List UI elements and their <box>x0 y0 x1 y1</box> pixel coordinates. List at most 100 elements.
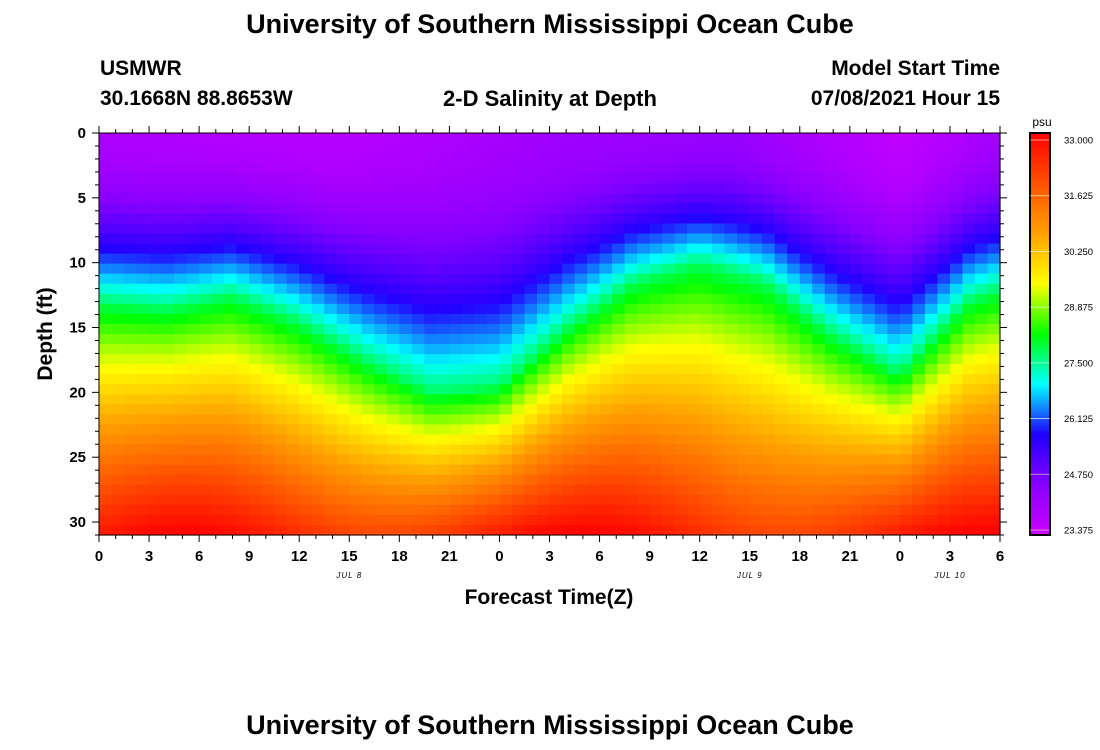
heatmap-cell <box>599 464 613 476</box>
heatmap-cell <box>949 334 964 345</box>
heatmap-cell <box>962 193 976 204</box>
heatmap-cell <box>111 163 125 174</box>
heatmap-cell <box>799 303 813 315</box>
heatmap-cell <box>499 143 513 154</box>
heatmap-cell <box>699 273 713 285</box>
heatmap-cell <box>249 524 263 536</box>
heatmap-cell <box>662 504 676 516</box>
heatmap-cell <box>436 133 450 144</box>
heatmap-cell <box>399 494 413 506</box>
heatmap-cell <box>299 223 313 235</box>
heatmap-cell <box>649 143 663 154</box>
heatmap-cell <box>649 173 663 184</box>
heatmap-cell <box>211 193 225 204</box>
heatmap-cell <box>449 183 463 194</box>
heatmap-cell <box>224 303 238 315</box>
heatmap-cell <box>712 464 726 476</box>
heatmap-cell <box>374 354 388 365</box>
heatmap-cell <box>236 223 250 235</box>
heatmap-cell <box>411 203 425 214</box>
heatmap-cell <box>662 464 676 476</box>
heatmap-cell <box>837 133 851 144</box>
heatmap-cell <box>562 313 576 325</box>
heatmap-cell <box>862 404 876 415</box>
heatmap-cell <box>461 163 476 174</box>
heatmap-cell <box>699 263 713 275</box>
heatmap-cell <box>637 313 651 325</box>
heatmap-cell <box>499 334 513 345</box>
heatmap-cell <box>662 394 676 405</box>
heatmap-cell <box>937 153 951 164</box>
heatmap-cell <box>124 434 138 446</box>
heatmap-cell <box>99 424 113 436</box>
heatmap-cell <box>562 384 576 395</box>
heatmap-cell <box>249 414 263 426</box>
heatmap-cell <box>324 153 338 164</box>
heatmap-cell <box>99 243 113 255</box>
heatmap-cell <box>662 454 676 466</box>
heatmap-cell <box>399 514 413 526</box>
heatmap-cell <box>324 454 338 466</box>
heatmap-cell <box>612 253 626 265</box>
heatmap-cell <box>236 504 250 516</box>
heatmap-cell <box>324 323 338 335</box>
heatmap-cell <box>174 213 188 225</box>
heatmap-cell <box>311 504 325 516</box>
heatmap-cell <box>211 323 225 335</box>
heatmap-cell <box>549 454 563 466</box>
heatmap-cell <box>511 223 526 235</box>
heatmap-cell <box>361 213 375 225</box>
heatmap-cell <box>274 444 288 456</box>
heatmap-cell <box>186 183 200 194</box>
heatmap-cell <box>174 323 188 335</box>
heatmap-cell <box>612 414 626 426</box>
heatmap-cell <box>461 313 476 325</box>
heatmap-cell <box>486 213 501 225</box>
heatmap-cell <box>386 143 400 154</box>
heatmap-cell <box>749 263 763 275</box>
heatmap-cell <box>474 434 488 446</box>
heatmap-cell <box>449 233 463 245</box>
heatmap-cell <box>699 133 713 144</box>
heatmap-cell <box>399 504 413 516</box>
heatmap-cell <box>899 484 913 496</box>
heatmap-cell <box>436 223 450 235</box>
heatmap-cell <box>974 273 989 285</box>
heatmap-cell <box>787 313 801 325</box>
heatmap-cell <box>962 143 976 154</box>
heatmap-cell <box>386 313 400 325</box>
heatmap-cell <box>962 323 976 335</box>
heatmap-cell <box>199 334 213 345</box>
heatmap-cell <box>924 193 939 204</box>
heatmap-cell <box>199 173 213 184</box>
heatmap-cell <box>874 524 888 536</box>
heatmap-cell <box>687 404 701 415</box>
heatmap-cell <box>249 454 263 466</box>
heatmap-cell <box>236 474 250 486</box>
heatmap-cell <box>524 223 538 235</box>
heatmap-cell <box>662 474 676 486</box>
heatmap-cell <box>874 263 888 275</box>
heatmap-cell <box>987 233 1001 245</box>
heatmap-cell <box>824 263 838 275</box>
heatmap-cell <box>962 303 976 315</box>
heatmap-cell <box>361 193 375 204</box>
heatmap-cell <box>862 303 876 315</box>
heatmap-cell <box>524 394 538 405</box>
heatmap-cell <box>411 273 425 285</box>
heatmap-cell <box>962 223 976 235</box>
heatmap-cell <box>499 364 513 375</box>
heatmap-cell <box>286 384 300 395</box>
heatmap-cell <box>311 253 325 265</box>
heatmap-cell <box>299 464 313 476</box>
heatmap-cell <box>124 223 138 235</box>
heatmap-cell <box>924 243 939 255</box>
heatmap-cell <box>399 404 413 415</box>
heatmap-cell <box>949 434 964 446</box>
heatmap-cell <box>299 444 313 456</box>
heatmap-cells <box>99 133 1001 536</box>
heatmap-cell <box>536 404 551 415</box>
heatmap-cell <box>837 203 851 214</box>
heatmap-cell <box>136 374 150 385</box>
